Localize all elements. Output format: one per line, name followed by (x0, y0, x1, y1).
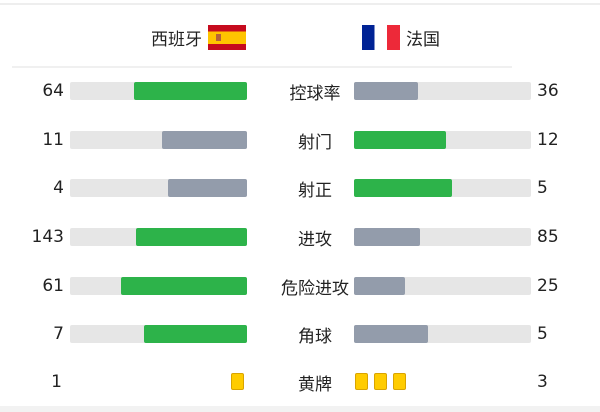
stat-label: 危险进攻 (281, 279, 349, 299)
away-team-name: 法国 (406, 29, 440, 50)
home-team-name: 西班牙 (151, 29, 202, 50)
stat-label: 射门 (298, 133, 332, 153)
home-value: 1 (51, 372, 62, 392)
away-bar-track (354, 131, 531, 149)
yellow-card-icon (393, 373, 406, 390)
away-bar-track (354, 277, 531, 295)
home-bar-fill (136, 228, 247, 246)
home-yellow-cards (231, 373, 244, 390)
header-divider (12, 66, 512, 68)
stat-label: 角球 (298, 327, 332, 347)
away-bar-fill (354, 131, 447, 149)
away-value: 36 (537, 81, 559, 101)
away-value: 12 (537, 130, 559, 150)
home-bar-track (70, 325, 247, 343)
home-bar-fill (162, 131, 247, 149)
away-team: 法国 (362, 24, 440, 50)
home-value: 11 (42, 130, 64, 150)
yellow-card-icon (355, 373, 368, 390)
away-value: 85 (537, 227, 559, 247)
home-bar-track (70, 228, 247, 246)
away-bar-fill (354, 82, 418, 100)
home-value: 61 (42, 276, 64, 296)
stat-row: 64 控球率 36 (0, 79, 600, 104)
home-bar-fill (121, 277, 247, 295)
away-bar-track (354, 82, 531, 100)
top-divider (0, 3, 600, 5)
away-bar-fill (354, 277, 406, 295)
home-bar-fill (168, 179, 247, 197)
away-bar-track (354, 325, 531, 343)
stat-row-yellow-cards: 1 黄牌 3 (0, 370, 600, 395)
home-bar-track (70, 82, 247, 100)
away-yellow-cards (355, 373, 406, 390)
home-value: 4 (53, 178, 64, 198)
yellow-card-icon (374, 373, 387, 390)
home-bar-fill (143, 325, 247, 343)
away-bar-track (354, 228, 531, 246)
stat-row: 4 射正 5 (0, 176, 600, 201)
stat-row: 61 危险进攻 25 (0, 274, 600, 299)
home-bar-track (70, 179, 247, 197)
home-bar-fill (133, 82, 247, 100)
home-value: 64 (42, 81, 64, 101)
away-value: 3 (537, 372, 548, 392)
bottom-bar (0, 406, 600, 412)
france-flag-icon (362, 24, 400, 50)
stat-row: 11 射门 12 (0, 128, 600, 153)
away-value: 5 (537, 178, 548, 198)
home-value: 143 (31, 227, 64, 247)
home-bar-track (70, 131, 247, 149)
spain-flag-icon (208, 24, 246, 50)
stat-label: 射正 (298, 181, 332, 201)
stat-label: 黄牌 (298, 375, 332, 395)
stat-row: 7 角球 5 (0, 322, 600, 347)
away-bar-fill (354, 325, 428, 343)
stat-label: 进攻 (298, 230, 332, 250)
away-bar-fill (354, 179, 453, 197)
yellow-card-icon (231, 373, 244, 390)
home-value: 7 (53, 324, 64, 344)
away-bar-fill (354, 228, 420, 246)
away-value: 5 (537, 324, 548, 344)
away-value: 25 (537, 276, 559, 296)
home-bar-track (70, 277, 247, 295)
home-team: 西班牙 (151, 24, 246, 50)
away-bar-track (354, 179, 531, 197)
stat-label: 控球率 (289, 84, 341, 104)
stat-row: 143 进攻 85 (0, 225, 600, 250)
